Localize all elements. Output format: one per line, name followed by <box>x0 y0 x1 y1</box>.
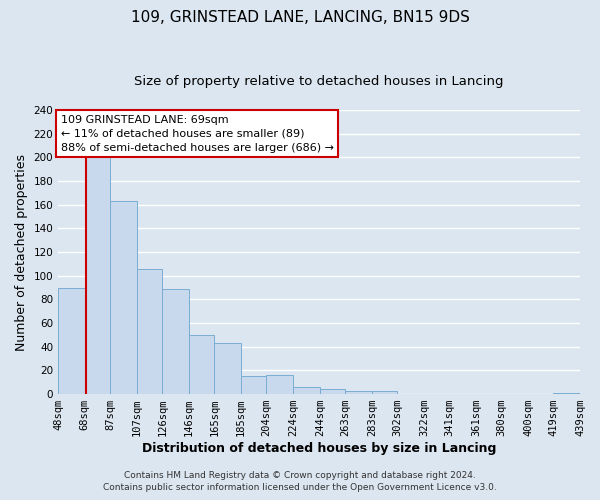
Bar <box>266 375 293 394</box>
Bar <box>58 288 85 394</box>
Bar <box>162 288 189 394</box>
Bar <box>110 201 137 394</box>
Bar <box>345 390 372 394</box>
Title: Size of property relative to detached houses in Lancing: Size of property relative to detached ho… <box>134 75 504 88</box>
Bar <box>320 390 345 394</box>
Text: Contains HM Land Registry data © Crown copyright and database right 2024.
Contai: Contains HM Land Registry data © Crown c… <box>103 471 497 492</box>
Text: 109, GRINSTEAD LANE, LANCING, BN15 9DS: 109, GRINSTEAD LANE, LANCING, BN15 9DS <box>131 10 469 25</box>
Bar <box>241 376 266 394</box>
Bar <box>293 387 320 394</box>
Bar <box>214 343 241 394</box>
Text: 109 GRINSTEAD LANE: 69sqm
← 11% of detached houses are smaller (89)
88% of semi-: 109 GRINSTEAD LANE: 69sqm ← 11% of detac… <box>61 114 334 152</box>
Bar <box>553 393 580 394</box>
Bar <box>189 335 214 394</box>
Bar <box>372 390 397 394</box>
X-axis label: Distribution of detached houses by size in Lancing: Distribution of detached houses by size … <box>142 442 496 455</box>
Y-axis label: Number of detached properties: Number of detached properties <box>15 154 28 350</box>
Bar <box>85 158 110 394</box>
Bar <box>137 268 162 394</box>
